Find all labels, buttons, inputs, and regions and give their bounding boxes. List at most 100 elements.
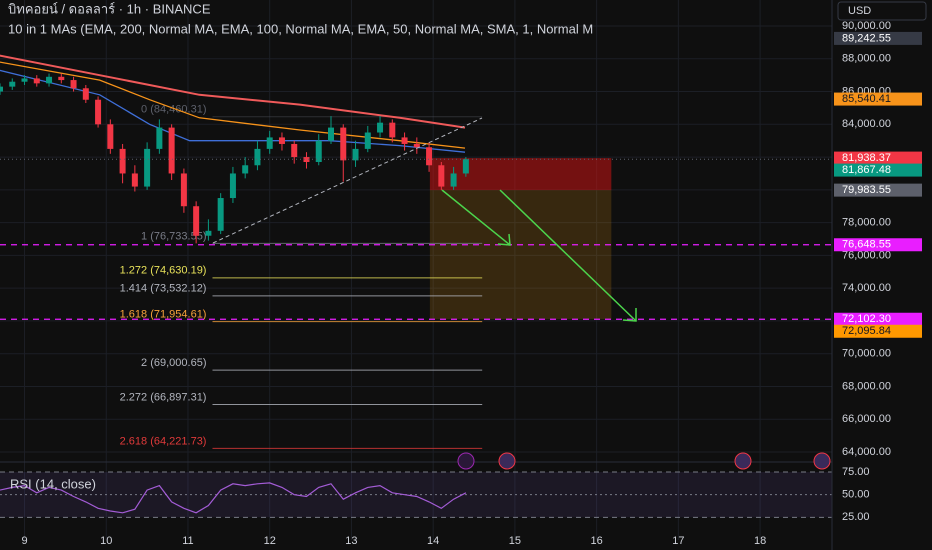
event-icon[interactable] <box>813 452 831 470</box>
y-tick-label: 70,000.00 <box>842 348 891 360</box>
candle-body <box>70 80 77 89</box>
fib-label: 1.618 (71,954.61) <box>120 309 207 321</box>
y-tick-label: 66,000.00 <box>842 413 891 425</box>
candle-body <box>33 78 40 84</box>
candle-body <box>328 127 335 141</box>
price-tag <box>834 238 922 252</box>
candle-body <box>426 147 433 166</box>
candle-body <box>180 173 187 207</box>
y-tick-label: 88,000.00 <box>842 53 891 65</box>
candle-body <box>119 148 126 174</box>
price-tag-label: 85,540.41 <box>842 93 891 105</box>
price-tag-label: 89,242.55 <box>842 32 891 44</box>
rsi-tick-label: 25.00 <box>842 511 870 523</box>
price-axis <box>832 0 932 550</box>
x-tick-label: 10 <box>100 535 112 547</box>
fib-label: 2 (69,000.65) <box>141 357 206 369</box>
candle-body <box>401 137 408 144</box>
price-tag <box>834 312 922 326</box>
candle-body <box>462 159 469 174</box>
price-tag <box>834 183 922 197</box>
candle-body <box>46 76 53 84</box>
candle-body <box>278 137 285 144</box>
candle-body <box>205 230 212 236</box>
candle-body <box>254 148 261 166</box>
moving-average <box>0 61 466 149</box>
price-tag-label: 76,648.55 <box>842 239 891 251</box>
stop-zone <box>429 158 612 191</box>
grid <box>0 0 832 540</box>
y-tick-label: 76,000.00 <box>842 249 891 261</box>
candle-body <box>229 173 236 199</box>
candle-body <box>352 148 359 161</box>
rsi-tick-label: 75.00 <box>842 466 870 478</box>
trend-line <box>212 117 483 244</box>
candle-body <box>131 173 138 187</box>
x-tick-label: 15 <box>509 535 521 547</box>
candle-body <box>377 122 384 133</box>
x-tick-label: 16 <box>590 535 602 547</box>
moving-average <box>0 69 466 153</box>
price-tag-label: 72,102.30 <box>842 313 891 325</box>
target-zone <box>429 190 612 320</box>
y-tick-label: 84,000.00 <box>842 118 891 130</box>
currency[interactable]: USD <box>848 5 871 17</box>
arrow <box>441 189 511 246</box>
candle-body <box>21 78 28 82</box>
fib-label: 2.618 (64,221.73) <box>120 435 207 447</box>
price-tag-label: 81,938.37 <box>842 152 891 164</box>
candle-body <box>193 206 200 236</box>
candle-body <box>364 132 371 149</box>
currency-button[interactable] <box>837 1 927 21</box>
candle-body <box>168 127 175 174</box>
candle-body <box>340 127 347 161</box>
x-tick-label: 9 <box>21 535 27 547</box>
arrow-head <box>497 233 511 246</box>
candle-body <box>438 165 445 187</box>
event-icon[interactable] <box>498 452 516 470</box>
candle-body <box>291 143 298 158</box>
price-tag <box>834 324 922 338</box>
price-tag-label: 72,095.84 <box>842 325 891 337</box>
symbol-title: บิทคอยน์ / ดอลลาร์ · 1h · BINANCE <box>8 1 211 16</box>
arrow-head <box>622 308 637 322</box>
candle-body <box>266 137 273 149</box>
candle-body <box>144 148 151 187</box>
fib-label: 1.414 (73,532.12) <box>120 283 207 295</box>
y-tick-label: 90,000.00 <box>842 20 891 32</box>
rsi-title: RSI (14, close) <box>10 476 96 491</box>
candle-body <box>450 173 457 187</box>
price-tag-label: 79,983.55 <box>842 184 891 196</box>
price-tag <box>834 163 922 177</box>
candle-body <box>242 165 249 174</box>
plot: 0 (84,460.31) 1 (76,733.55) 1.272 (74,630.… <box>0 54 832 518</box>
x-tick-label: 11 <box>182 535 193 547</box>
rsi-line <box>0 482 467 514</box>
x-tick-label: 14 <box>427 535 439 547</box>
moving-average <box>0 54 466 129</box>
x-tick-label: 12 <box>264 535 276 547</box>
y-tick-label: 64,000.00 <box>842 446 891 458</box>
y-tick-label: 68,000.00 <box>842 380 891 392</box>
x-tick-label: 17 <box>672 535 684 547</box>
fib-label: 2.272 (66,897.31) <box>120 391 207 403</box>
y-tick-label: 78,000.00 <box>842 217 891 229</box>
fib-label: 0 (84,460.31) <box>141 104 206 116</box>
x-tick-label: 13 <box>345 535 357 547</box>
event-icon[interactable] <box>734 452 752 470</box>
candle-body <box>156 127 163 149</box>
y-tick-label: 74,000.00 <box>842 282 891 294</box>
price-tag-label: 81,867.48 <box>842 164 891 176</box>
axis-labels: 64,000.00 66,000.00 68,000.00 70,000.00 72,0… <box>21 20 922 547</box>
candle-body <box>315 140 322 162</box>
candle-body <box>303 157 310 162</box>
candle-body <box>389 122 396 138</box>
event-icon[interactable] <box>457 452 475 470</box>
arrows <box>441 189 637 322</box>
candle-body <box>82 88 89 100</box>
candle-body <box>58 76 65 81</box>
indicator-title: 10 in 1 MAs (EMA, 200, Normal MA, EMA, 1… <box>8 21 593 36</box>
x-tick-label: 18 <box>754 535 766 547</box>
candle-body <box>9 81 16 87</box>
